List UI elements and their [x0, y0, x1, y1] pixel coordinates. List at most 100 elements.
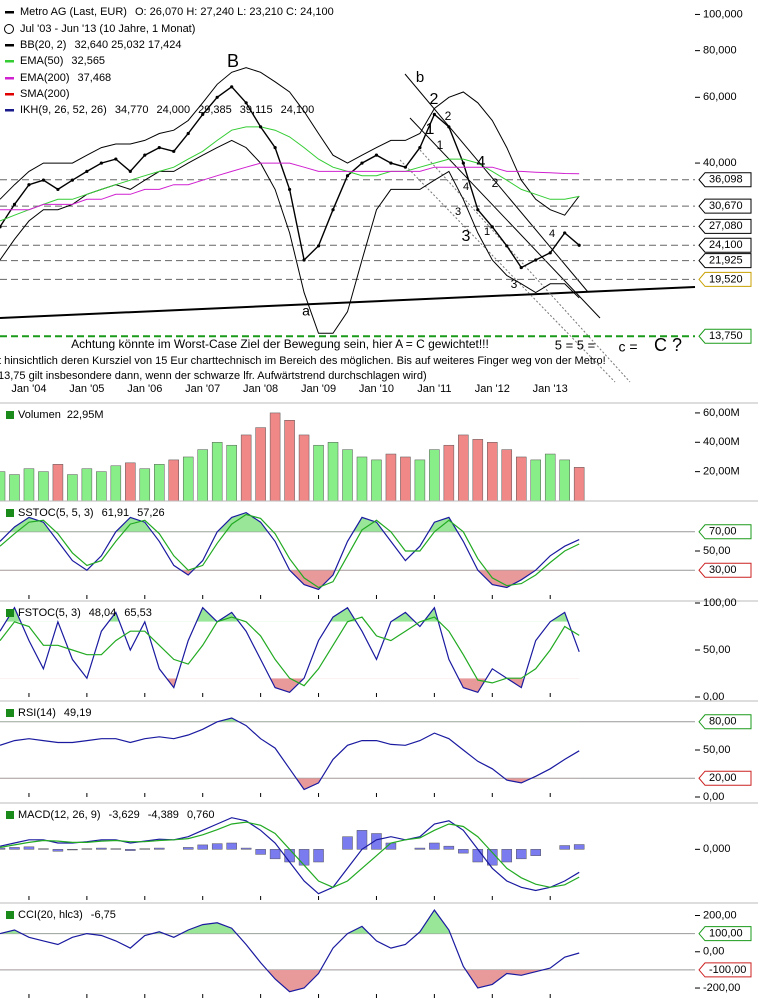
- legend-name: EMA(50): [20, 55, 63, 67]
- legend-icon: [6, 811, 14, 819]
- channel-line: [399, 159, 616, 383]
- legend-value: -3,629: [109, 809, 140, 821]
- price-point: [56, 187, 60, 192]
- y-tick-label: 40,00M: [703, 436, 740, 448]
- price-point: [259, 125, 263, 129]
- bollinger-band: [0, 67, 580, 216]
- legend-value: 57,26: [137, 507, 165, 519]
- uptrend-line: [0, 286, 696, 319]
- level-label: 30,00: [709, 564, 737, 576]
- bar: [530, 459, 541, 502]
- bar: [255, 849, 266, 855]
- wave-label: 2: [492, 176, 499, 190]
- price-point: [244, 101, 248, 105]
- level-box: [698, 218, 752, 234]
- x-tick-label: Jan '13: [533, 383, 568, 395]
- wave-label: 1: [484, 226, 490, 238]
- bar: [342, 449, 353, 502]
- legend-value: 24,000: [156, 104, 190, 116]
- legend-icon: [5, 77, 14, 80]
- bar: [226, 842, 237, 850]
- wave-label: 2: [445, 109, 452, 123]
- bar: [67, 474, 78, 502]
- wave-label: 1: [437, 138, 444, 152]
- y-tick-label: 40,000: [703, 157, 737, 169]
- legend-value: 48,04: [89, 607, 117, 619]
- bar: [284, 420, 295, 502]
- zone-fill: [296, 778, 532, 790]
- bar: [516, 849, 527, 860]
- note: 13,75 gilt insbesondere dann, wenn der s…: [0, 370, 427, 382]
- bar: [81, 468, 93, 502]
- wave-label: 3: [511, 277, 518, 291]
- price-point: [287, 187, 292, 192]
- bar: [530, 849, 541, 856]
- price-point: [389, 161, 393, 165]
- level-label: 36,098: [709, 174, 743, 186]
- y-tick-label: 50,00: [703, 744, 731, 756]
- legend-name: SMA(200): [20, 88, 70, 100]
- bar: [356, 456, 368, 502]
- price-point: [85, 169, 89, 173]
- legend-value: 24,100: [281, 104, 315, 116]
- x-tick-label: Jan '08: [243, 383, 278, 395]
- bar: [67, 849, 78, 851]
- series-line: [0, 606, 580, 694]
- bar: [269, 412, 281, 502]
- y-tick-label: 20,00M: [703, 466, 740, 478]
- bar: [139, 848, 151, 850]
- moving-average: [0, 126, 580, 222]
- bar: [226, 444, 237, 502]
- bar: [110, 465, 122, 502]
- legend-icon: [5, 11, 14, 14]
- bar: [458, 849, 469, 854]
- price-point: [143, 153, 147, 157]
- price-point: [490, 225, 494, 229]
- level-label: 70,00: [709, 526, 737, 538]
- bar: [81, 848, 93, 850]
- price-point: [215, 95, 219, 99]
- y-tick-label: 100,00: [703, 597, 737, 609]
- zone-fill: [0, 910, 580, 934]
- series-line: [0, 821, 580, 888]
- bar: [487, 442, 498, 502]
- price-point: [186, 131, 190, 136]
- legend-value: -4,389: [148, 809, 179, 821]
- price-point: [157, 146, 161, 150]
- price-point: [201, 112, 205, 116]
- price-point: [374, 153, 379, 157]
- x-tick-label: Jan '04: [11, 383, 46, 395]
- level-box: [698, 237, 752, 253]
- wave-label: c =: [618, 339, 637, 355]
- bar: [125, 849, 136, 851]
- bar: [342, 836, 353, 850]
- level-box: [698, 328, 752, 344]
- bar: [414, 847, 426, 850]
- y-tick-label: 0,00: [703, 946, 724, 958]
- level-label: 80,00: [709, 716, 737, 728]
- bar: [154, 847, 165, 850]
- price-point: [230, 85, 234, 89]
- level-label: 13,750: [709, 330, 743, 342]
- price-point: [12, 202, 17, 207]
- bar: [96, 847, 107, 850]
- legend-icon: [6, 709, 14, 717]
- bar: [559, 459, 570, 502]
- legend-icon: [5, 93, 14, 96]
- note: Achtung könnte im Worst-Case Ziel der Be…: [71, 337, 489, 351]
- wave-label: B: [227, 51, 239, 71]
- x-tick-label: Jan '06: [127, 383, 162, 395]
- panel-title: SSTOC(5, 5, 3): [18, 507, 94, 519]
- price-point: [70, 178, 74, 182]
- x-tick-label: Jan '09: [301, 383, 336, 395]
- wave-label: 3: [462, 228, 471, 245]
- price-point: [273, 146, 277, 150]
- wave-label: 4: [477, 154, 486, 171]
- level-label: -100,00: [709, 964, 746, 976]
- price-point: [345, 174, 350, 178]
- bar: [327, 442, 339, 502]
- trend-lines: [0, 73, 696, 383]
- legend-value: -6,75: [91, 909, 116, 921]
- bar: [501, 449, 513, 502]
- legend-value: 61,91: [102, 507, 130, 519]
